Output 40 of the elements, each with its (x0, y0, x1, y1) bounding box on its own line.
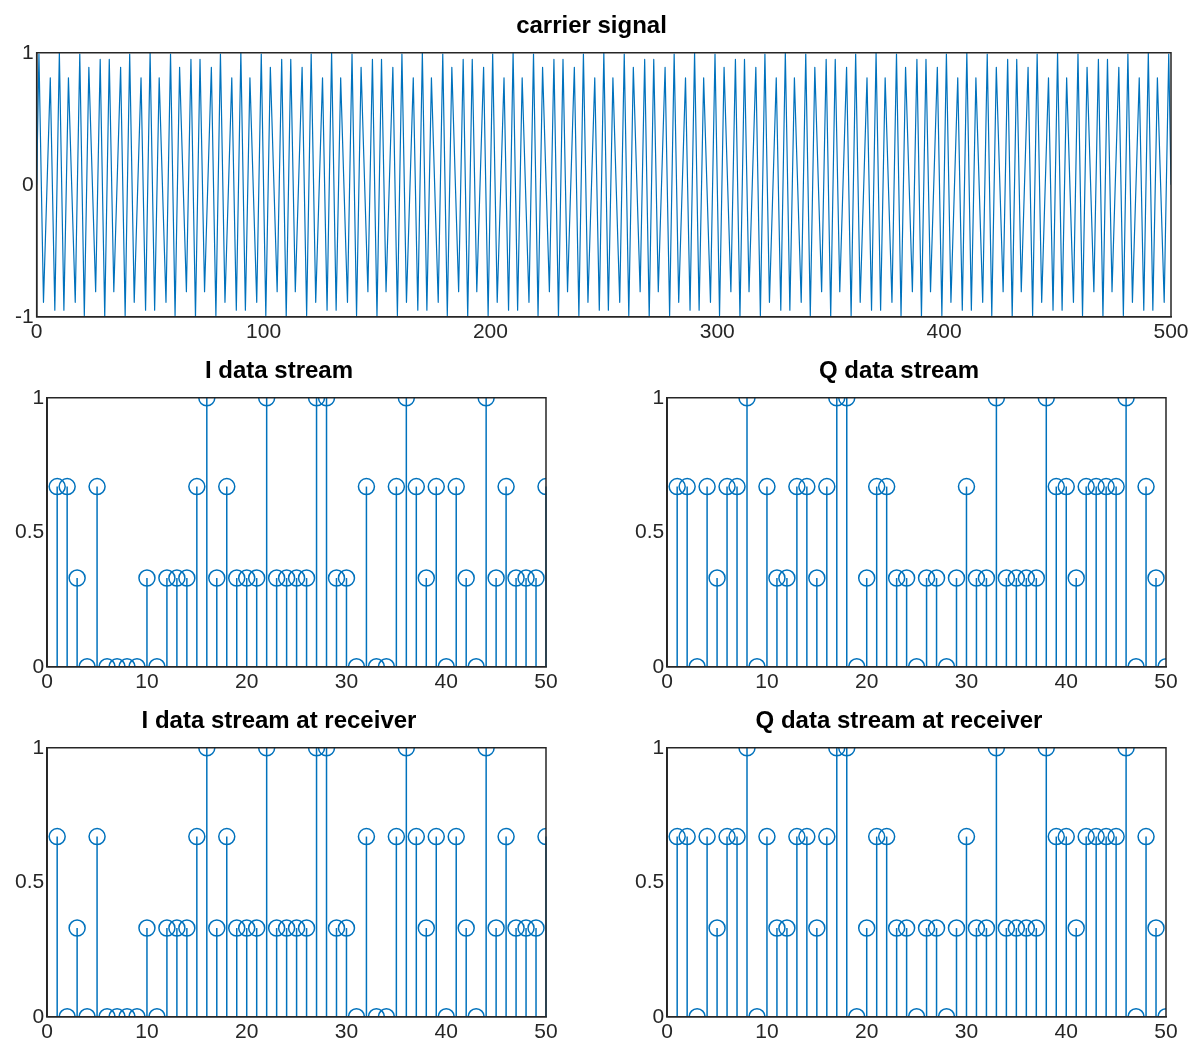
x-tick-label: 20 (855, 669, 879, 693)
chart-title: Q data stream (818, 356, 980, 384)
chart-title: I data stream at receiver (141, 706, 417, 734)
x-tick-label: 500 (1153, 319, 1189, 343)
x-tick-label: 40 (1054, 669, 1078, 693)
x-tick-label: 30 (954, 669, 979, 693)
x-tick-label: 30 (954, 1019, 979, 1043)
x-tick-label: 50 (1154, 669, 1178, 693)
x-tick-label: 20 (235, 669, 259, 693)
y-tick-label: 0.5 (14, 869, 45, 893)
x-tick-label: 100 (246, 319, 282, 343)
x-tick-label: 20 (855, 1019, 879, 1043)
x-tick-label: 40 (1054, 1019, 1078, 1043)
x-tick-label: 400 (926, 319, 962, 343)
y-tick-label: 1 (21, 39, 34, 63)
x-tick-label: 10 (135, 1019, 159, 1043)
x-tick-label: 200 (472, 319, 508, 343)
x-tick-label: 50 (534, 669, 558, 693)
y-tick-label: 0.5 (14, 519, 45, 543)
y-tick-label: 1 (32, 384, 45, 408)
x-tick-label: 30 (334, 669, 359, 693)
chart-title: Q data stream at receiver (755, 706, 1043, 734)
y-tick-label: 0.5 (634, 519, 665, 543)
chart-title: I data stream (204, 356, 354, 384)
x-tick-label: 40 (434, 1019, 458, 1043)
y-tick-label: 1 (652, 734, 665, 758)
x-tick-label: 10 (755, 669, 779, 693)
x-tick-label: 10 (755, 1019, 779, 1043)
chart-title: carrier signal (516, 11, 667, 39)
x-tick-label: 50 (1154, 1019, 1178, 1043)
x-tick-label: 300 (699, 319, 735, 343)
y-tick-label: 1 (652, 384, 665, 408)
y-tick-label: 1 (32, 734, 45, 758)
x-tick-label: 20 (235, 1019, 259, 1043)
x-tick-label: 30 (334, 1019, 359, 1043)
y-tick-label: 0 (21, 171, 34, 195)
x-tick-label: 10 (135, 669, 159, 693)
y-tick-label: 0.5 (634, 869, 665, 893)
x-tick-label: 50 (534, 1019, 558, 1043)
x-tick-label: 40 (434, 669, 458, 693)
